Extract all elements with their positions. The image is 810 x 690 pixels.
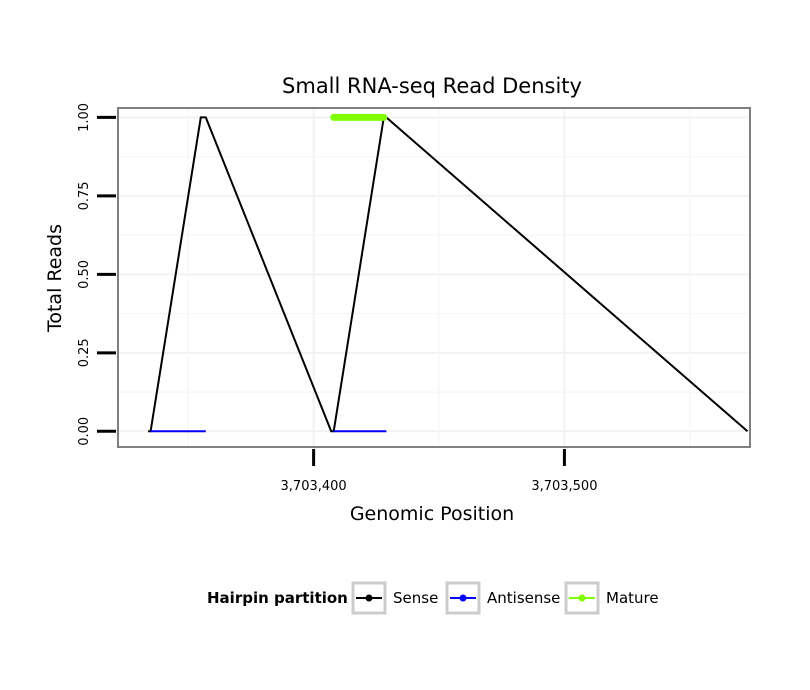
legend-label-sense: Sense: [393, 589, 438, 607]
x-tick-label: 3,703,500: [531, 479, 597, 494]
plot-panel: [118, 108, 750, 447]
y-tick-label: 1.00: [77, 103, 92, 132]
y-tick-label: 0.00: [77, 417, 92, 446]
y-axis: 0.00 0.25 0.50 0.75 1.00: [77, 103, 116, 446]
legend-point-mature: [578, 594, 586, 602]
chart-title: Small RNA-seq Read Density: [282, 74, 582, 98]
series-layer: [148, 113, 749, 433]
x-axis: 3,703,400 3,703,500: [281, 449, 597, 494]
legend-title: Hairpin partition: [207, 589, 348, 607]
y-tick-label: 0.25: [77, 338, 92, 367]
y-tick-label: 0.50: [77, 260, 92, 289]
legend-label-antisense: Antisense: [487, 589, 560, 607]
legend-point-antisense: [459, 594, 467, 602]
y-tick-label: 0.75: [77, 181, 92, 210]
legend-label-mature: Mature: [606, 589, 659, 607]
x-axis-title: Genomic Position: [350, 503, 514, 525]
plot-panel-border: [117, 107, 751, 448]
legend-key-mature: [564, 581, 600, 615]
legend-point-sense: [365, 594, 373, 602]
y-axis-title: Total Reads: [44, 224, 66, 333]
x-tick-label: 3,703,400: [281, 479, 347, 494]
grid-lines: [118, 108, 750, 447]
legend: Hairpin partition Sense Antisense Mature: [207, 581, 659, 615]
